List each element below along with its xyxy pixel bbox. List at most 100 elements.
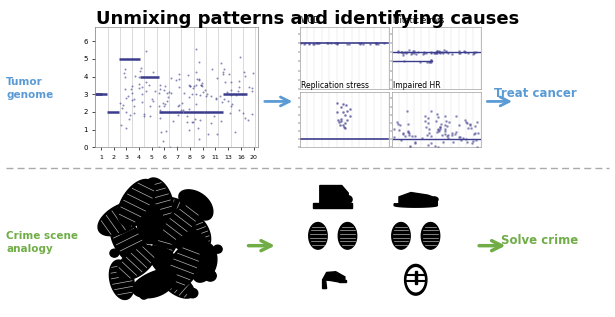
- Point: [145, 104, 155, 109]
- Point: [470, 130, 480, 135]
- Point: [426, 109, 435, 114]
- Point: [300, 40, 309, 45]
- Point: [184, 83, 194, 88]
- Point: [198, 89, 208, 94]
- Point: [247, 86, 257, 91]
- Point: [355, 41, 365, 46]
- Point: [424, 59, 434, 64]
- Polygon shape: [405, 264, 427, 295]
- Point: [193, 126, 203, 131]
- Point: [434, 49, 444, 54]
- Point: [194, 137, 204, 142]
- Point: [159, 104, 169, 109]
- Point: [322, 41, 332, 46]
- Point: [124, 117, 133, 122]
- Point: [389, 126, 399, 132]
- Point: [137, 100, 146, 105]
- Point: [389, 134, 399, 139]
- Point: [183, 72, 193, 77]
- Point: [141, 48, 151, 53]
- Point: [117, 106, 127, 111]
- Polygon shape: [186, 216, 210, 248]
- Point: [197, 84, 207, 89]
- Point: [185, 83, 195, 88]
- Point: [166, 91, 176, 96]
- Point: [404, 48, 414, 53]
- Point: [129, 103, 138, 108]
- Point: [155, 115, 165, 120]
- Point: [438, 51, 448, 56]
- Text: Treat cancer: Treat cancer: [494, 87, 576, 100]
- Point: [199, 110, 209, 115]
- Point: [148, 99, 158, 104]
- Point: [461, 120, 470, 125]
- Point: [150, 88, 160, 94]
- Point: [123, 93, 133, 98]
- Point: [155, 82, 165, 87]
- Point: [440, 128, 450, 133]
- Point: [394, 49, 403, 54]
- Circle shape: [110, 249, 119, 257]
- Point: [400, 133, 410, 139]
- Point: [191, 46, 200, 51]
- Point: [173, 144, 183, 149]
- Point: [458, 135, 468, 140]
- Point: [167, 75, 177, 80]
- Point: [239, 69, 249, 74]
- Point: [207, 67, 217, 72]
- Polygon shape: [415, 271, 417, 284]
- Point: [451, 129, 461, 134]
- Point: [191, 101, 200, 107]
- Point: [115, 100, 125, 105]
- Point: [341, 126, 351, 131]
- Point: [216, 118, 226, 123]
- Point: [194, 76, 204, 81]
- Point: [440, 132, 450, 137]
- Point: [222, 90, 232, 95]
- Point: [459, 49, 469, 54]
- Point: [212, 75, 222, 80]
- Point: [418, 51, 427, 56]
- Point: [129, 96, 139, 101]
- Point: [177, 107, 186, 113]
- Point: [299, 41, 309, 46]
- Point: [442, 133, 452, 138]
- Polygon shape: [320, 185, 348, 203]
- Point: [443, 135, 453, 140]
- Point: [341, 103, 351, 108]
- Point: [231, 129, 240, 134]
- Point: [426, 58, 436, 63]
- Point: [182, 119, 192, 124]
- Point: [156, 86, 165, 91]
- Point: [421, 125, 430, 130]
- Point: [248, 70, 258, 75]
- Point: [456, 138, 466, 143]
- Point: [178, 108, 188, 113]
- Point: [355, 41, 365, 46]
- Point: [191, 83, 201, 88]
- Point: [119, 70, 129, 75]
- Point: [192, 76, 202, 81]
- Point: [218, 71, 228, 76]
- Point: [144, 82, 154, 87]
- Point: [423, 142, 433, 147]
- Point: [435, 50, 445, 55]
- Polygon shape: [314, 203, 352, 208]
- Point: [174, 85, 184, 90]
- Point: [202, 91, 212, 96]
- Point: [196, 82, 206, 87]
- Point: [234, 107, 244, 112]
- Point: [188, 120, 198, 125]
- Point: [145, 113, 155, 118]
- Point: [174, 72, 184, 77]
- Point: [175, 102, 184, 107]
- Polygon shape: [338, 223, 357, 249]
- Point: [395, 122, 405, 127]
- Point: [212, 131, 222, 136]
- Point: [338, 102, 348, 107]
- Point: [304, 41, 314, 46]
- Polygon shape: [132, 269, 177, 298]
- Point: [121, 95, 131, 100]
- Point: [443, 133, 453, 138]
- Point: [173, 103, 183, 108]
